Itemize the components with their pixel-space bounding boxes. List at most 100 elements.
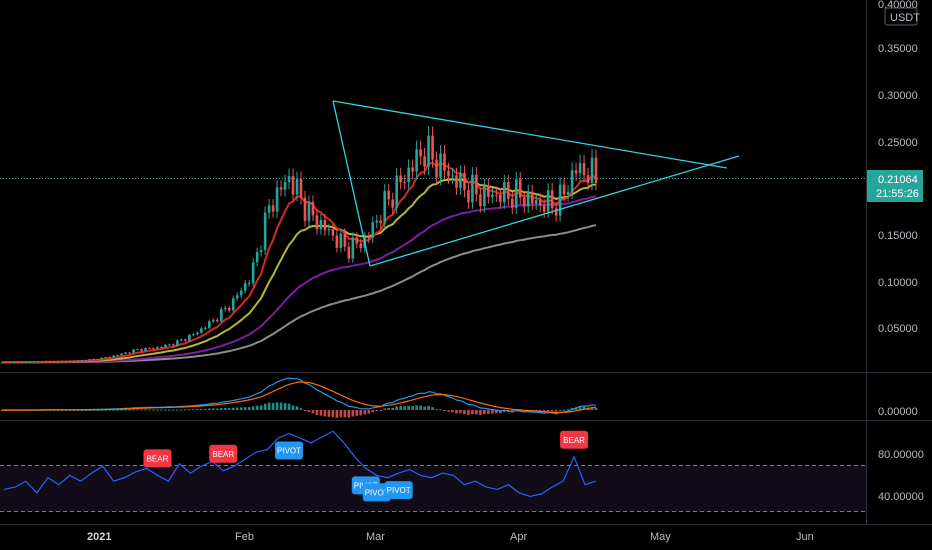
price-tick: 0.10000 <box>878 277 918 289</box>
candle-body <box>247 283 251 285</box>
candle-body <box>180 339 183 341</box>
macd-bar <box>375 410 379 412</box>
candle-body <box>562 184 566 195</box>
rsi-axis-tick: 80.00000 <box>878 449 924 461</box>
tag-label: PIVOT <box>387 486 411 495</box>
candle-body <box>339 233 343 248</box>
tag-label: BEAR <box>147 454 169 463</box>
macd-bar <box>546 410 550 411</box>
macd-bar <box>259 405 263 410</box>
time-label: Mar <box>366 531 385 543</box>
rsi-annotations: BEARBEARPIVOTPIVOTPIVOTPIVOTBEAR <box>143 430 589 502</box>
bear-signal-tag[interactable]: BEAR <box>209 444 238 463</box>
macd-bar <box>319 410 323 416</box>
candle-body <box>132 349 135 353</box>
triangle-pattern[interactable] <box>332 100 740 267</box>
pivot-signal-tag[interactable]: PIVOT <box>384 481 413 500</box>
candle-body <box>574 170 578 174</box>
macd-bar <box>479 410 482 415</box>
macd-lines <box>2 377 597 415</box>
candle-body <box>283 182 287 190</box>
macd-bar <box>192 409 195 411</box>
candle-body <box>578 163 582 174</box>
candle-body <box>16 362 20 364</box>
candle-body <box>359 243 363 248</box>
macd-bar <box>279 402 283 410</box>
candle-body <box>172 344 175 346</box>
macd-bar <box>275 402 279 410</box>
candle-body <box>594 157 598 183</box>
currency-badge[interactable]: USDT <box>884 7 920 26</box>
macd-bar <box>415 405 418 410</box>
candlestick-series[interactable] <box>0 126 598 364</box>
time-axis[interactable]: 2021 Feb Mar Apr May Jun <box>87 531 814 543</box>
macd-bar <box>72 409 76 411</box>
macd-bar <box>295 406 299 410</box>
candle-body <box>136 349 139 351</box>
macd-bar <box>538 410 542 412</box>
time-label: 2021 <box>87 531 111 543</box>
macd-bar <box>315 410 319 416</box>
macd-bar <box>578 406 582 410</box>
pivot-signal-tag[interactable]: PIVOT <box>275 441 304 460</box>
pivot-signal-tag[interactable]: PIVOT <box>362 483 391 502</box>
bear-signal-tag[interactable]: BEAR <box>143 449 172 468</box>
macd-bar <box>243 407 247 410</box>
triangle-left-edge[interactable] <box>332 100 371 267</box>
price-axis[interactable]: 0.40000 0.35000 0.30000 0.25000 0.15000 … <box>878 0 918 335</box>
bear-signal-tag[interactable]: BEAR <box>560 430 589 449</box>
macd-bar <box>399 406 402 410</box>
macd-bar <box>307 410 311 412</box>
candle-body <box>12 362 16 364</box>
candle-body <box>507 182 510 199</box>
candle-body <box>255 252 259 263</box>
candle-body <box>188 335 191 341</box>
macd-bar <box>423 406 426 410</box>
triangle-upper-trendline[interactable] <box>332 100 728 169</box>
macd-bar <box>550 410 554 411</box>
candle-body <box>439 153 442 178</box>
triangle-lower-trendline[interactable] <box>369 155 740 267</box>
candle-body <box>379 220 383 224</box>
candle-body <box>455 175 458 188</box>
time-label: Apr <box>510 531 527 543</box>
candle-body <box>479 194 482 206</box>
candle-body <box>487 185 490 197</box>
macd-bar <box>562 409 566 411</box>
macd-bar <box>124 409 127 411</box>
candle-body <box>415 149 418 172</box>
macd-bar <box>590 406 594 410</box>
candle-body <box>586 175 590 183</box>
macd-bar <box>128 409 131 411</box>
macd-bar <box>323 410 327 417</box>
macd-bar <box>491 410 494 414</box>
candle-body <box>128 352 131 354</box>
price-tick: 0.40000 <box>878 0 918 11</box>
macd-bar <box>459 410 462 414</box>
macd-bar <box>196 409 199 411</box>
candle-body <box>231 298 235 311</box>
candle-body <box>80 360 84 362</box>
time-label: May <box>650 531 671 543</box>
macd-bar <box>427 405 430 410</box>
macd-bar <box>283 403 287 410</box>
candle-body <box>60 361 64 363</box>
candle-body <box>483 185 486 206</box>
candle-body <box>491 194 494 197</box>
macd-bar <box>367 410 371 414</box>
candle-body <box>104 357 107 359</box>
candle-body <box>140 349 143 351</box>
candle-body <box>239 290 243 296</box>
price-tick: 0.15000 <box>878 230 918 242</box>
candle-body <box>419 149 422 157</box>
macd-series-path <box>2 381 597 414</box>
macd-bar <box>255 405 259 410</box>
candle-body <box>387 191 390 200</box>
macd-bar <box>251 406 255 410</box>
macd-bar <box>112 409 115 411</box>
macd-bar <box>335 410 339 418</box>
macd-bar <box>542 410 546 412</box>
macd-bar <box>327 410 331 417</box>
candle-body <box>267 205 271 213</box>
